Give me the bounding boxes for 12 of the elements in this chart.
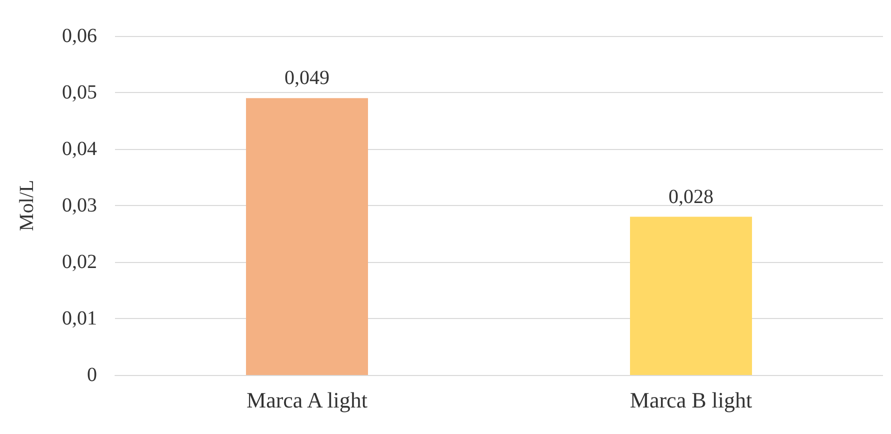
y-tick-label: 0,03 [62,194,97,216]
data-label: 0,028 [668,186,714,208]
y-tick-label: 0 [87,364,97,386]
y-axis-title: Mol/L [16,180,38,232]
y-tick-label: 0,04 [62,138,97,160]
y-tick-label: 0,01 [62,308,97,330]
y-tick-label: 0,05 [62,82,97,104]
data-label: 0,049 [284,67,330,90]
x-tick-label: Marca B light [630,388,752,412]
y-tick-label: 0,02 [62,251,97,273]
x-tick-label: Marca A light [246,388,368,412]
y-tick-label: 0,06 [62,25,97,47]
